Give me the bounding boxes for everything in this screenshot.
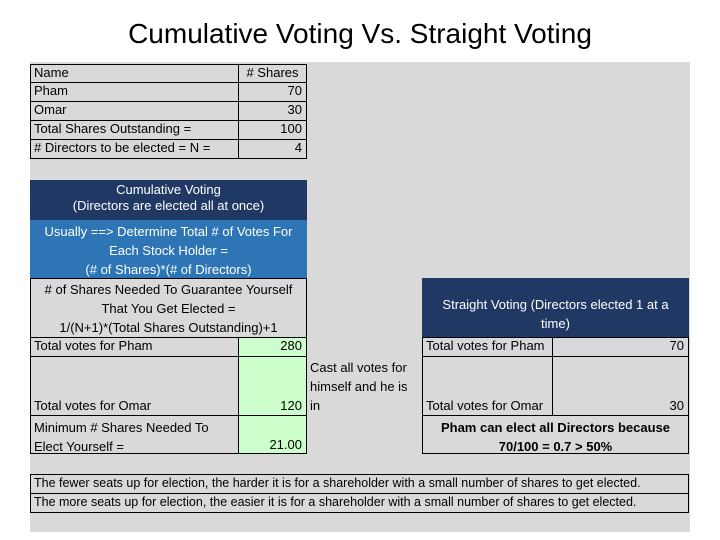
spreadsheet: Name # Shares Pham 70 Omar 30 Total Shar…	[30, 62, 690, 532]
usually-line2: Each Stock Holder =	[109, 243, 228, 258]
slide-title: Cumulative Voting Vs. Straight Voting	[128, 18, 592, 49]
straight-omar-value: 30	[552, 356, 689, 416]
cast-votes-note: Cast all votes for himself and he is in	[310, 360, 408, 413]
min-shares-label: Minimum # Shares Needed To Elect Yoursel…	[30, 415, 239, 454]
row-value: 4	[238, 139, 307, 159]
min-shares-label-line2: Elect Yourself =	[34, 439, 124, 454]
min-shares-label-line1: Minimum # Shares Needed To	[34, 420, 209, 435]
needed-line3: 1/(N+1)*(Total Shares Outstanding)+1	[59, 320, 278, 335]
grid-line	[239, 62, 240, 532]
straight-conclusion: Pham can elect all Directors because 70/…	[422, 415, 689, 454]
cumulative-header-line1: Cumulative Voting	[116, 182, 221, 197]
grid-line	[410, 62, 411, 532]
cumulative-pham-value: 280	[238, 337, 307, 357]
needed-box: # of Shares Needed To Guarantee Yourself…	[30, 278, 307, 338]
usually-box: Usually ==> Determine Total # of Votes F…	[30, 220, 307, 279]
row-value: 100	[238, 120, 307, 140]
conclusion-line2: 70/100 = 0.7 > 50%	[498, 439, 613, 454]
footer-note-fewer: The fewer seats up for election, the har…	[30, 474, 689, 494]
needed-line2: That You Get Elected =	[101, 301, 236, 316]
straight-pham-label: Total votes for Pham	[422, 337, 553, 357]
row-value: 30	[238, 101, 307, 121]
cumulative-omar-label: Total votes for Omar	[30, 356, 239, 416]
usually-line1: Usually ==> Determine Total # of Votes F…	[44, 224, 293, 239]
cumulative-header: Cumulative Voting (Directors are elected…	[30, 180, 307, 220]
conclusion-line1: Pham can elect all Directors because	[440, 420, 671, 435]
cumulative-omar-value: 120	[238, 356, 307, 416]
straight-pham-value: 70	[552, 337, 689, 357]
footer-note-more: The more seats up for election, the easi…	[30, 493, 689, 513]
min-shares-value: 21.00	[238, 415, 307, 454]
header-name: Name	[30, 64, 239, 83]
cumulative-pham-label: Total votes for Pham	[30, 337, 239, 357]
row-value: 70	[238, 82, 307, 102]
row-label: Total Shares Outstanding =	[30, 120, 239, 140]
straight-omar-label: Total votes for Omar	[422, 356, 553, 416]
needed-line1: # of Shares Needed To Guarantee Yourself	[44, 282, 293, 297]
straight-header: Straight Voting (Directors elected 1 at …	[422, 278, 689, 338]
row-label: # Directors to be elected = N =	[30, 139, 239, 159]
cumulative-header-line2: (Directors are elected all at once)	[72, 198, 265, 213]
usually-line3: (# of Shares)*(# of Directors)	[85, 262, 252, 277]
row-label: Pham	[30, 82, 239, 102]
header-shares: # Shares	[238, 64, 307, 83]
grid-line	[689, 62, 690, 532]
row-label: Omar	[30, 101, 239, 121]
